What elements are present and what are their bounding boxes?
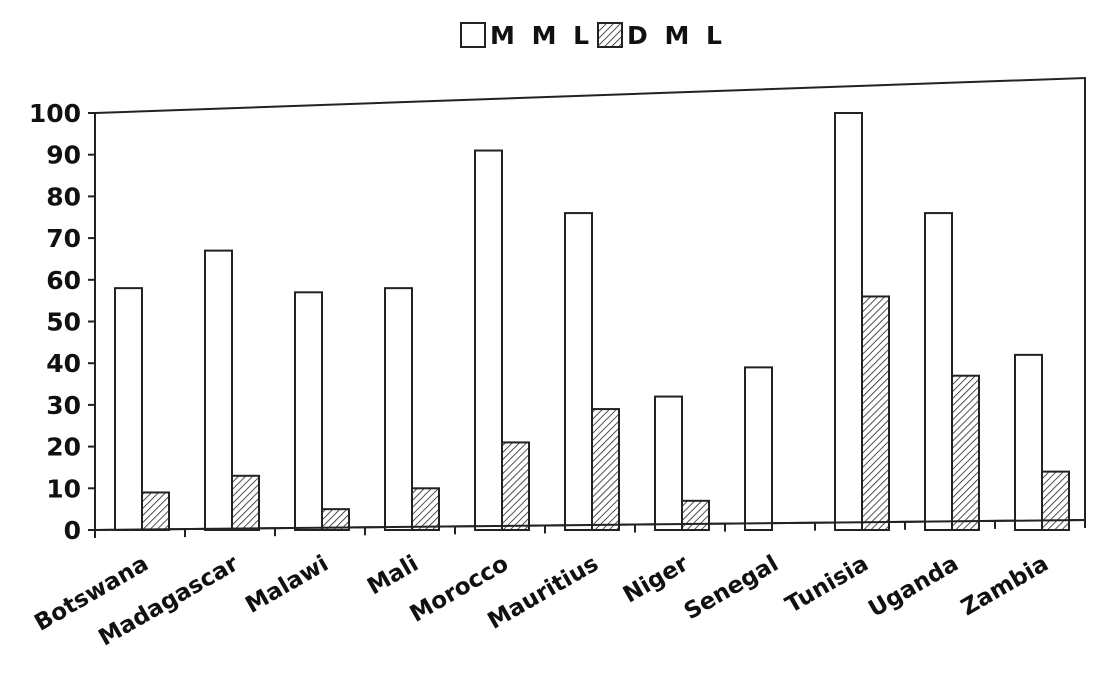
y-tick-label: 70 [46,224,81,253]
y-tick-label: 60 [46,266,81,295]
bar-dml-madagascar [231,474,260,532]
y-tick-label: 50 [46,308,81,337]
x-tick-label: Niger [619,550,694,608]
bar-mml-uganda [924,212,953,532]
x-tick-label: Malawi [241,551,333,619]
x-tick-label: Mali [363,551,423,601]
bar-dml-mauritius [591,408,620,532]
bar-dml-niger [681,499,710,531]
bar-dml-malawi [321,508,350,531]
y-tick-label: 30 [46,391,81,420]
y-tick-label: 0 [64,516,81,545]
y-tick-label: 90 [46,141,81,170]
bar-mml-madagascar [204,249,233,532]
bars [114,112,1070,532]
bar-mml-senegal [744,366,773,531]
legend-swatch-dml [597,22,623,48]
legend-swatch-mml [460,22,486,48]
bar-dml-botswana [141,491,170,531]
bar-dml-tunisia [861,295,890,532]
x-tick-label: Senegal [680,551,783,626]
bar-mml-tunisia [834,112,863,531]
bar-mml-morocco [474,149,503,531]
bar-dml-mali [411,487,440,531]
legend-label-dml: D M L [627,21,726,50]
bar-dml-uganda [951,374,980,531]
legend-label-mml: M M L [490,21,593,50]
y-tick-label: 80 [46,182,81,211]
y-tick-label: 10 [46,474,81,503]
bar-dml-morocco [501,441,530,531]
x-tick-label: Uganda [864,551,963,623]
y-axis: 0 10 20 30 40 50 60 70 80 90 100 [29,99,96,545]
bar-mml-mali [384,287,413,532]
y-tick-label: 100 [29,99,81,128]
x-axis-line [94,519,1086,531]
bar-mml-niger [654,395,683,531]
x-tick-label: Tunisia [781,551,873,619]
y-tick-label: 20 [46,433,81,462]
y-tick-label: 40 [46,349,81,378]
x-tick-label: Zambia [957,551,1053,622]
bar-mml-botswana [114,287,143,532]
bar-mml-malawi [294,291,323,531]
bar-mml-mauritius [564,212,593,532]
bar-mml-zambia [1014,353,1043,531]
legend: M M L D M L [460,21,726,50]
